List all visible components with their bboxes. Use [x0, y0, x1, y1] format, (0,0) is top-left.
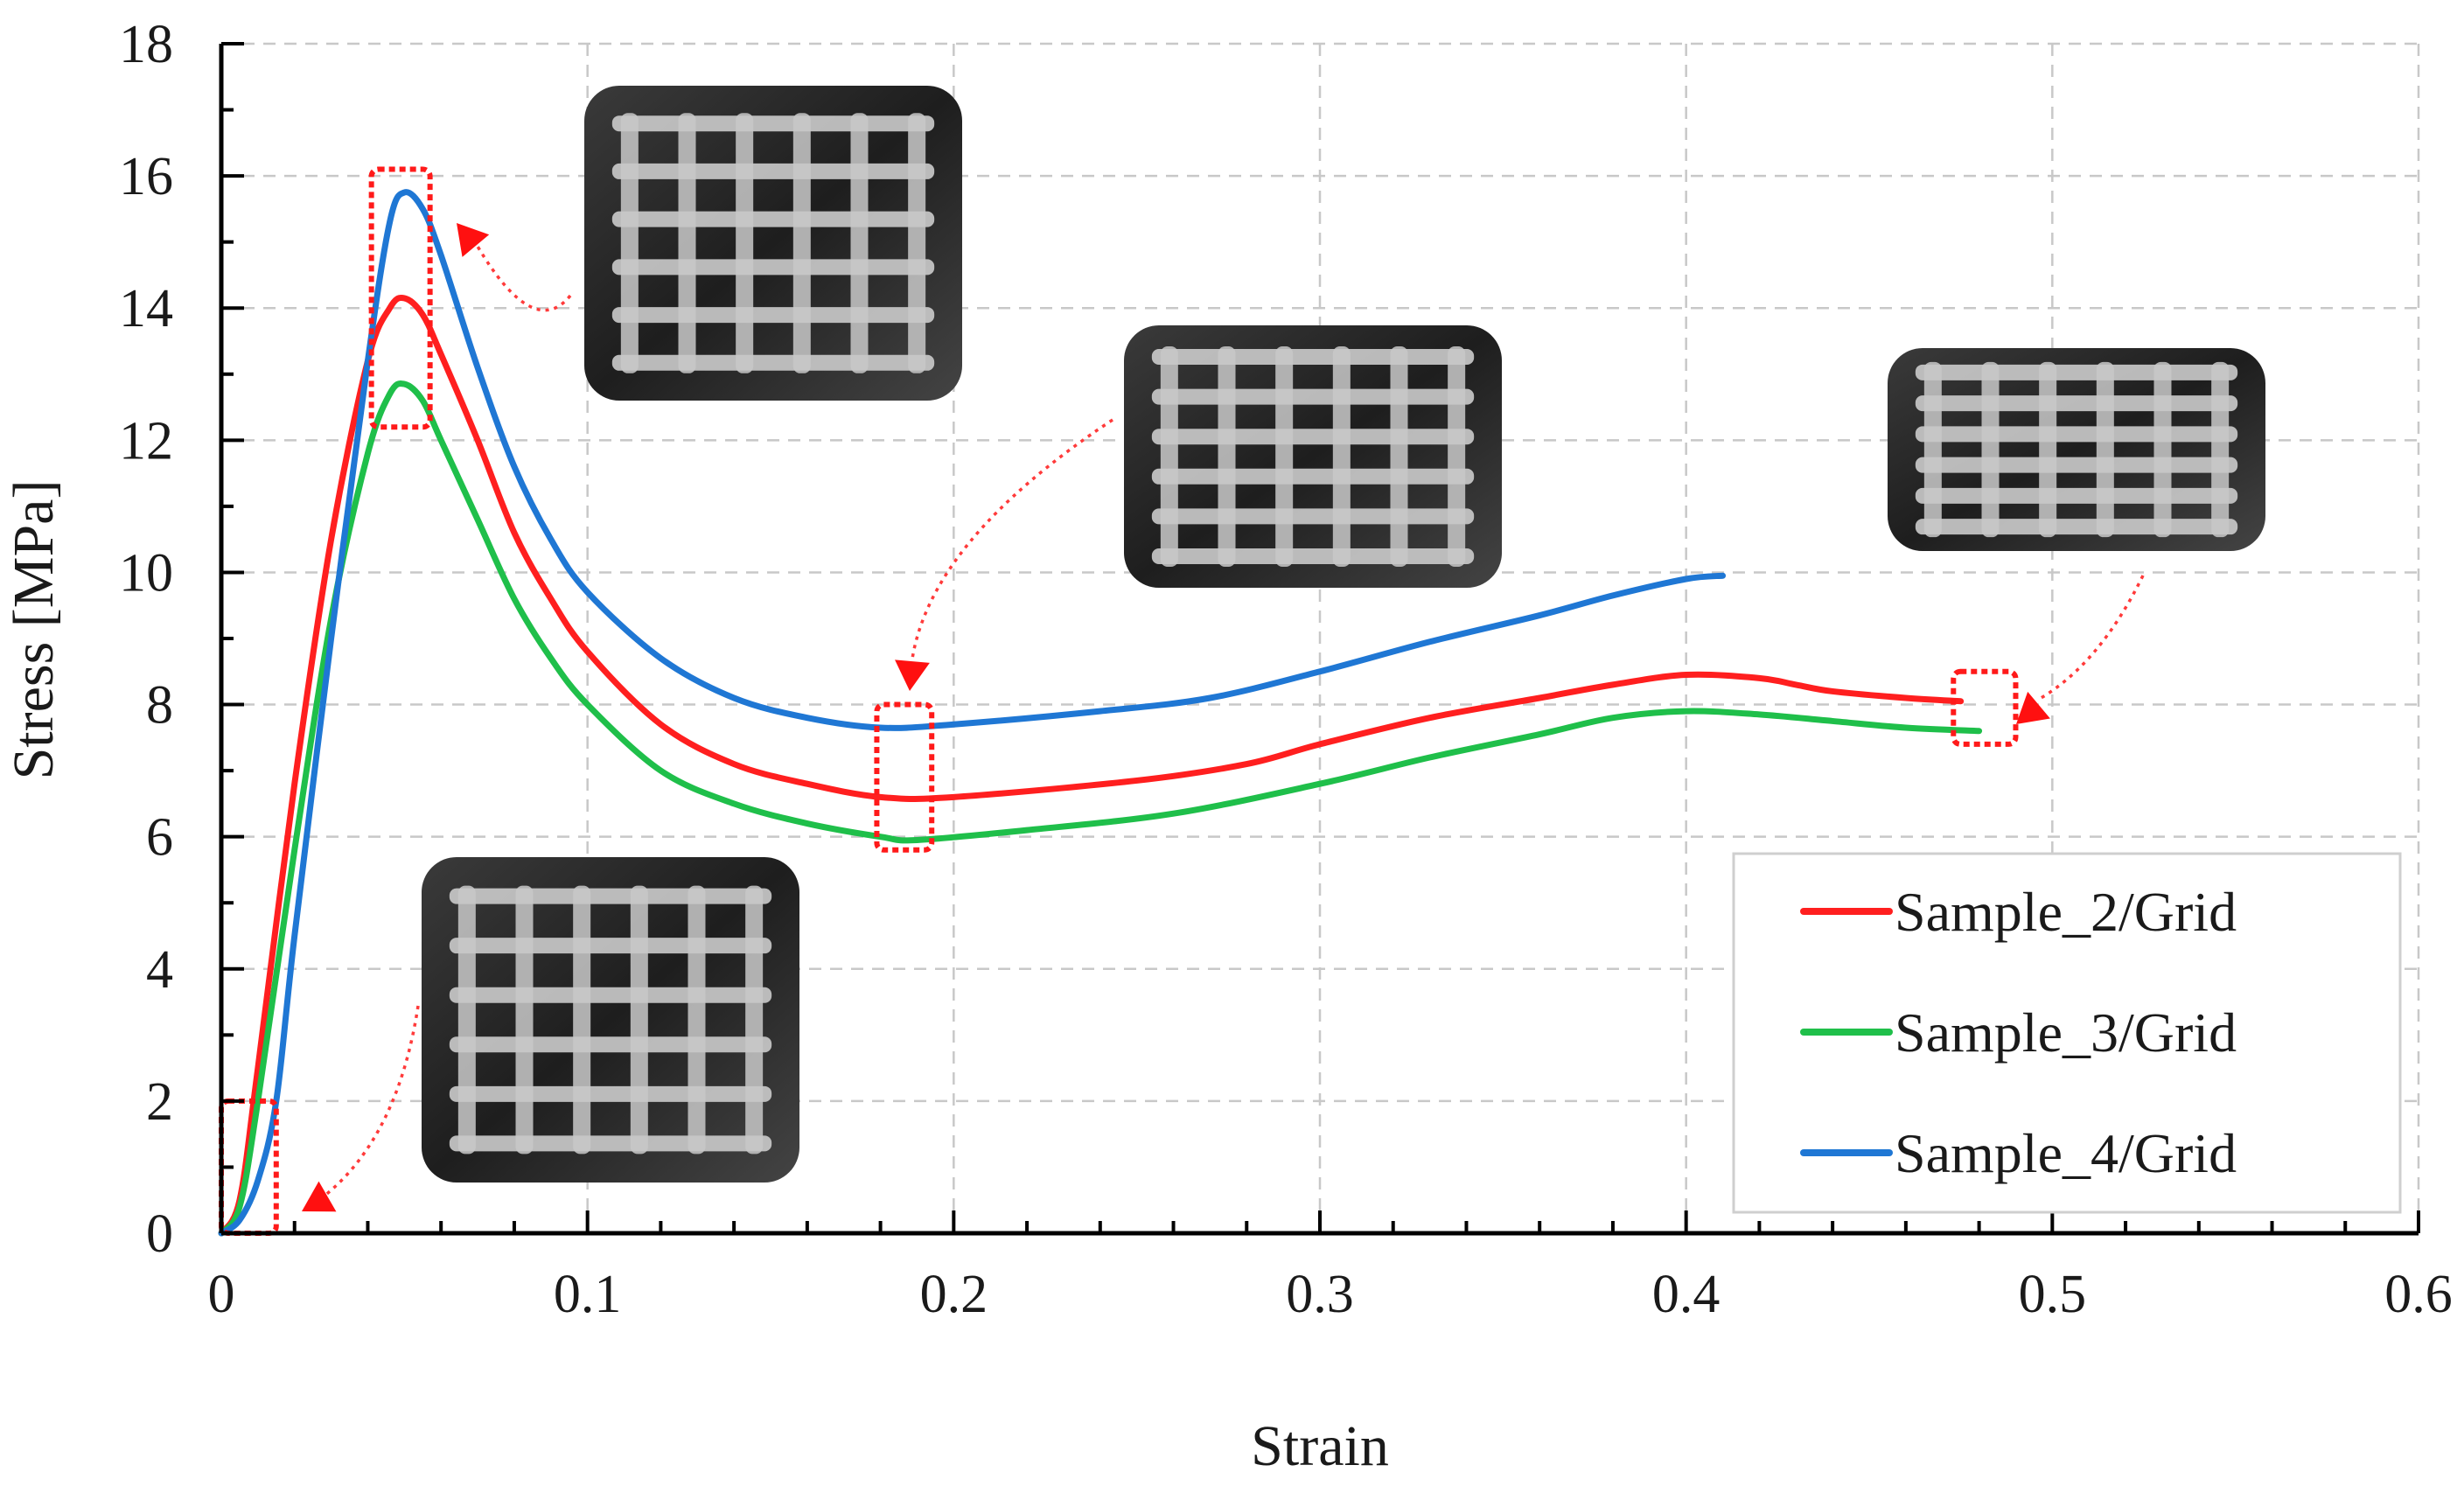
highlight-markers — [219, 166, 2145, 1237]
legend: Sample_2/Grid Sample_3/Grid Sample_4/Grid — [1732, 852, 2402, 1214]
x-axis-title: Strain — [1251, 1414, 1389, 1478]
x-tick-label-6: 0.6 — [2384, 1265, 2453, 1324]
specimen-photo-start-bar-v — [573, 885, 591, 1155]
y-tick-label-6: 12 — [119, 411, 173, 471]
specimen-photo-start-frame — [422, 857, 799, 1183]
specimen-photo-start-bar-h — [449, 1036, 772, 1053]
specimen-photo-peak-bar-h — [611, 115, 935, 132]
specimen-photo-start-bar-h — [449, 888, 772, 904]
specimen-photo-valley-bar-h — [1151, 388, 1475, 405]
specimen-photo-end-bar-h — [1915, 487, 2238, 504]
specimen-photo-peak — [584, 86, 962, 401]
x-tick-label-3: 0.3 — [1286, 1265, 1354, 1324]
specimen-photo-peak-bar-v — [850, 113, 869, 373]
specimen-photo-start-bar-h — [449, 987, 772, 1003]
x-tick-label-4: 0.4 — [1652, 1265, 1721, 1324]
leader-valley-arrowhead — [895, 659, 930, 691]
y-tick-label-5: 10 — [119, 543, 173, 603]
grid-lines — [221, 42, 2420, 1233]
specimen-photo-peak-bar-v — [678, 113, 696, 373]
y-tick-label-0: 0 — [146, 1204, 173, 1264]
specimen-photo-valley-bar-v — [1218, 346, 1236, 567]
specimen-photo-peak-bar-v — [908, 113, 926, 373]
legend-label-2: Sample_3/Grid — [1895, 1001, 2237, 1064]
specimen-photo-start-bar-h — [449, 938, 772, 954]
leader-peak — [475, 244, 572, 312]
series-line-1 — [218, 294, 1965, 1237]
leader-end-arrowhead — [2016, 691, 2050, 724]
leader-peak-arrowhead — [457, 223, 490, 257]
specimen-photo-peak-bar-h — [611, 307, 935, 324]
legend-label-3: Sample_4/Grid — [1895, 1122, 2237, 1184]
specimen-photo-start-bar-v — [630, 885, 648, 1155]
specimen-photo-valley-bar-v — [1448, 346, 1466, 567]
tick-labels: 0 0.1 0.2 0.3 0.4 0.5 0.6 0 2 4 6 8 10 12 14 16 18 — [119, 15, 2453, 1324]
specimen-photo-peak-bar-h — [611, 259, 935, 276]
specimen-photo-peak-bar-v — [792, 113, 811, 373]
y-tick-label-7: 14 — [119, 279, 173, 338]
specimen-photo-end-bar-v — [1981, 361, 2000, 538]
specimen-photo-valley-bar-v — [1160, 346, 1178, 567]
specimen-photo-end-bar-v — [1923, 361, 1942, 538]
highlight-box-3 — [874, 701, 935, 853]
specimen-photo-peak-bar-v — [736, 113, 754, 373]
specimen-photo-valley-bar-h — [1151, 468, 1475, 485]
specimen-photo-end-bar-v — [2096, 361, 2114, 538]
leader-start — [322, 1005, 420, 1198]
y-tick-label-3: 6 — [146, 808, 173, 868]
specimen-photo-start — [422, 857, 799, 1183]
specimen-photo-peak-bar-h — [611, 163, 935, 179]
legend-label-1: Sample_2/Grid — [1895, 881, 2237, 943]
specimen-photo-start-bar-v — [457, 885, 476, 1155]
specimen-photo-end-bar-v — [2153, 361, 2172, 538]
specimen-photo-start-bar-h — [449, 1135, 772, 1152]
specimen-photo-start-bar-v — [745, 885, 764, 1155]
specimen-photo-end-bar-v — [2211, 361, 2230, 538]
y-tick-label-4: 8 — [146, 676, 173, 736]
specimen-photo-valley-bar-h — [1151, 548, 1475, 564]
data-series — [218, 189, 1983, 1237]
specimen-photo-start-bar-h — [449, 1085, 772, 1102]
leader-end — [2037, 575, 2145, 701]
series-line-3 — [218, 189, 1727, 1237]
y-tick-label-8: 16 — [119, 147, 173, 206]
specimen-photo-end-bar-v — [2039, 361, 2057, 538]
leader-start-arrowhead — [302, 1181, 337, 1212]
highlight-box-2 — [368, 166, 433, 430]
y-tick-label-2: 4 — [146, 940, 173, 1000]
specimen-photo-valley-bar-h — [1151, 349, 1475, 365]
specimen-photo-valley — [1124, 325, 1502, 588]
x-tick-label-1: 0.1 — [554, 1265, 622, 1324]
specimen-photo-end-bar-h — [1915, 364, 2238, 380]
specimen-photo-peak-bar-v — [620, 113, 639, 373]
x-tick-label-2: 0.2 — [920, 1265, 988, 1324]
x-tick-label-5: 0.5 — [2019, 1265, 2087, 1324]
specimen-photo-end-bar-h — [1915, 457, 2238, 473]
x-tick-label-0: 0 — [208, 1265, 235, 1324]
specimen-photo-end-bar-h — [1915, 426, 2238, 443]
specimen-photo-peak-bar-h — [611, 354, 935, 371]
specimen-photo-valley-bar-h — [1151, 429, 1475, 445]
specimen-photo-end-bar-h — [1915, 519, 2238, 535]
specimen-photo-valley-bar-v — [1332, 346, 1351, 567]
specimen-photo-start-bar-v — [515, 885, 534, 1155]
specimen-photo-valley-bar-h — [1151, 508, 1475, 525]
specimen-photo-valley-bar-v — [1275, 346, 1294, 567]
specimen-photo-peak-frame — [584, 86, 962, 401]
specimen-photo-end-bar-h — [1915, 395, 2238, 412]
y-tick-label-1: 2 — [146, 1072, 173, 1132]
specimen-photo-peak-bar-h — [611, 211, 935, 227]
leader-valley — [910, 418, 1113, 666]
specimen-photo-valley-bar-v — [1390, 346, 1408, 567]
y-tick-label-9: 18 — [119, 15, 173, 74]
specimen-photos — [422, 86, 2265, 1183]
y-axis-title: Stress [MPa] — [2, 480, 66, 780]
specimen-photo-start-bar-v — [688, 885, 706, 1155]
specimen-photo-end — [1888, 348, 2265, 551]
highlight-box-4 — [1951, 668, 2019, 747]
